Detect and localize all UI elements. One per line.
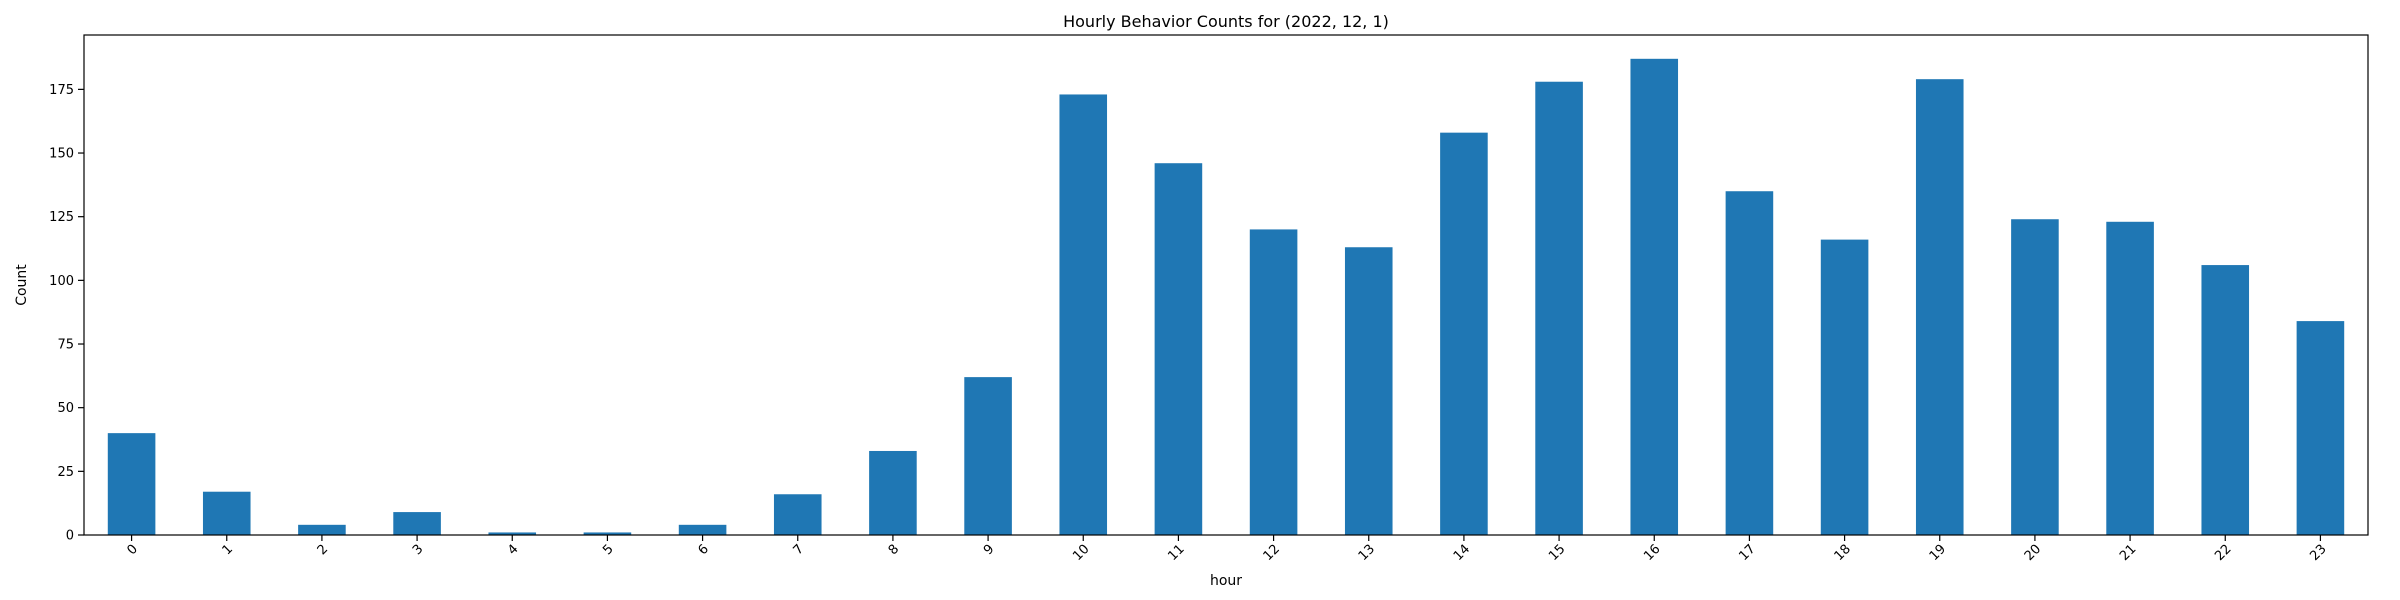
x-tick-label: 14 <box>1451 542 1473 564</box>
x-tick-label: 6 <box>695 542 711 558</box>
bar-hour-10 <box>1059 94 1108 535</box>
bar-hour-1 <box>202 491 251 535</box>
x-tick-label: 5 <box>600 542 616 558</box>
bar-hour-19 <box>1915 79 1964 536</box>
x-tick-label: 10 <box>1070 542 1092 564</box>
bar-hour-7 <box>773 494 822 535</box>
chart-title: Hourly Behavior Counts for (2022, 12, 1) <box>1063 12 1389 31</box>
x-tick-label: 23 <box>2307 542 2329 564</box>
x-tick-label: 1 <box>220 542 236 558</box>
x-tick-label: 2 <box>315 542 331 558</box>
x-tick-label: 3 <box>410 542 426 558</box>
bar-hour-8 <box>869 450 917 535</box>
y-tick-label: 0 <box>66 529 74 544</box>
x-tick-label: 13 <box>1356 542 1378 564</box>
y-tick-label: 175 <box>49 83 74 98</box>
bar-hour-9 <box>964 377 1012 535</box>
bar-hour-20 <box>2011 219 2059 535</box>
bar-hour-4 <box>488 532 537 535</box>
x-tick-label: 11 <box>1165 542 1187 564</box>
bar-hour-13 <box>1344 247 1393 535</box>
bar-hour-15 <box>1535 81 1583 535</box>
bar-hour-22 <box>2201 265 2250 535</box>
y-tick-label: 75 <box>57 338 74 353</box>
y-axis: 0 25 50 75 100 125 150 175 <box>49 83 84 544</box>
y-tick-label: 125 <box>49 210 74 225</box>
x-tick-label: 12 <box>1261 542 1283 564</box>
bar-hour-17 <box>1725 191 1774 535</box>
x-tick-label: 7 <box>791 542 807 558</box>
bar-hour-18 <box>1820 239 1869 535</box>
bar-hour-6 <box>678 524 727 535</box>
bar-hour-16 <box>1630 58 1679 536</box>
x-tick-label: 17 <box>1736 542 1758 564</box>
x-axis: 0 1 2 3 4 5 6 7 8 9 10 11 12 13 14 15 16 17 18 19 20 21 22 23 <box>124 535 2330 564</box>
bar-hour-11 <box>1154 163 1203 536</box>
y-tick-label: 50 <box>57 401 74 416</box>
bar-hour-14 <box>1440 132 1488 536</box>
y-tick-label: 150 <box>49 147 74 162</box>
bar-hour-23 <box>2296 321 2345 535</box>
x-tick-label: 19 <box>1927 542 1949 564</box>
bar-hour-5 <box>583 532 632 535</box>
x-axis-label: hour <box>1210 573 1242 589</box>
y-tick-label: 100 <box>49 274 74 289</box>
x-tick-label: 20 <box>2022 542 2044 564</box>
bar-hour-12 <box>1249 229 1298 535</box>
bar-hour-2 <box>298 524 346 535</box>
x-tick-label: 8 <box>886 542 902 558</box>
y-axis-label: Count <box>14 264 30 306</box>
x-tick-label: 22 <box>2212 542 2234 564</box>
x-tick-label: 0 <box>124 542 140 558</box>
x-tick-label: 16 <box>1641 542 1663 564</box>
bar-hour-21 <box>2106 221 2154 535</box>
x-tick-label: 15 <box>1546 542 1568 564</box>
bar-hour-0 <box>107 433 156 535</box>
bars-layer <box>107 58 2345 536</box>
x-tick-label: 18 <box>1832 542 1854 564</box>
x-tick-label: 4 <box>505 542 521 558</box>
x-tick-label: 9 <box>981 542 997 558</box>
plot-frame <box>83 34 2369 536</box>
y-tick-label: 25 <box>57 465 74 480</box>
bar-hour-3 <box>393 512 441 535</box>
x-tick-label: 21 <box>2117 542 2139 564</box>
